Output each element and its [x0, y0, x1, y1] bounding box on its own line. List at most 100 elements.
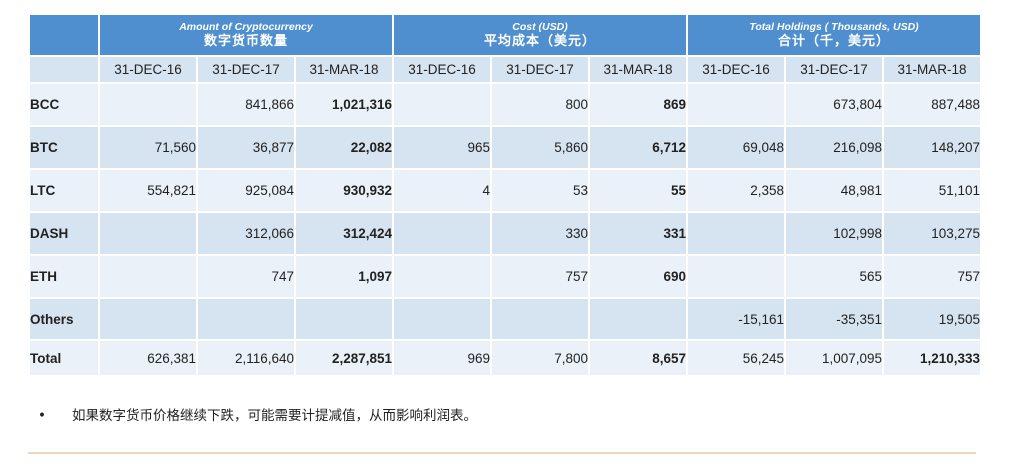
table-cell: 102,998	[786, 213, 882, 254]
table-cell: 2,287,851	[296, 341, 392, 375]
group-header-en: Amount of Cryptocurrency	[179, 20, 313, 33]
table-cell: 331	[590, 213, 686, 254]
group-header-cost: Cost (USD) 平均成本（美元）	[394, 15, 686, 55]
table-cell: 7,800	[492, 341, 588, 375]
table-cell: 2,116,640	[198, 341, 294, 375]
date-header: 31-MAR-18	[296, 57, 392, 82]
row-label: ETH	[30, 256, 98, 297]
row-label: Total	[30, 341, 98, 375]
table-cell: 690	[590, 256, 686, 297]
table-cell	[492, 299, 588, 339]
table-cell	[394, 84, 490, 125]
table-cell	[590, 299, 686, 339]
table-cell: 673,804	[786, 84, 882, 125]
date-header-row: 31-DEC-16 31-DEC-17 31-MAR-18 31-DEC-16 …	[30, 57, 980, 82]
table-cell	[100, 213, 196, 254]
table-cell: 56,245	[688, 341, 784, 375]
table-cell	[394, 213, 490, 254]
group-header-en: Total Holdings ( Thousands, USD)	[749, 20, 919, 33]
table-cell: 1,007,095	[786, 341, 882, 375]
date-header: 31-DEC-17	[786, 57, 882, 82]
row-label: LTC	[30, 170, 98, 211]
table-cell: -15,161	[688, 299, 784, 339]
date-header: 31-DEC-17	[492, 57, 588, 82]
table-cell: -35,351	[786, 299, 882, 339]
table-cell: 330	[492, 213, 588, 254]
table-cell: 869	[590, 84, 686, 125]
table-row-ltc: LTC 554,821 925,084 930,932 4 53 55 2,35…	[30, 170, 980, 211]
note-text: 如果数字货币价格继续下跌，可能需要计提减值，从而影响利润表。	[72, 408, 477, 424]
date-header: 31-MAR-18	[884, 57, 980, 82]
table-cell	[198, 299, 294, 339]
table-cell: 48,981	[786, 170, 882, 211]
table-cell: 19,505	[884, 299, 980, 339]
header-corner-cell	[30, 15, 98, 55]
table-cell	[688, 84, 784, 125]
date-header: 31-DEC-17	[198, 57, 294, 82]
table-row-btc: BTC 71,560 36,877 22,082 965 5,860 6,712…	[30, 127, 980, 168]
row-label: BCC	[30, 84, 98, 125]
table-cell	[394, 256, 490, 297]
table-cell: 5,860	[492, 127, 588, 168]
table-cell: 71,560	[100, 127, 196, 168]
table-cell	[100, 256, 196, 297]
row-label: DASH	[30, 213, 98, 254]
row-label: Others	[30, 299, 98, 339]
table-cell: 216,098	[786, 127, 882, 168]
group-header-holdings: Total Holdings ( Thousands, USD) 合计（千，美元…	[688, 15, 980, 55]
table-cell: 312,066	[198, 213, 294, 254]
table-cell: 965	[394, 127, 490, 168]
table-cell: 800	[492, 84, 588, 125]
table-cell: 312,424	[296, 213, 392, 254]
table-cell: 757	[492, 256, 588, 297]
footer-divider	[28, 452, 976, 454]
table-cell: 930,932	[296, 170, 392, 211]
table-cell: 1,210,333	[884, 341, 980, 375]
table-cell: 565	[786, 256, 882, 297]
table-cell	[100, 84, 196, 125]
table-cell: 22,082	[296, 127, 392, 168]
date-header: 31-DEC-16	[100, 57, 196, 82]
table-cell: 51,101	[884, 170, 980, 211]
date-corner-cell	[30, 57, 98, 82]
table-cell: 103,275	[884, 213, 980, 254]
table-row-dash: DASH 312,066 312,424 330 331 102,998 103…	[30, 213, 980, 254]
table-cell: 626,381	[100, 341, 196, 375]
date-header: 31-DEC-16	[394, 57, 490, 82]
row-label: BTC	[30, 127, 98, 168]
table-row-total: Total 626,381 2,116,640 2,287,851 969 7,…	[30, 341, 980, 375]
table-cell: 4	[394, 170, 490, 211]
table-cell: 969	[394, 341, 490, 375]
table-cell: 148,207	[884, 127, 980, 168]
table-cell: 1,021,316	[296, 84, 392, 125]
table-row-eth: ETH 747 1,097 757 690 565 757	[30, 256, 980, 297]
group-header-row: Amount of Cryptocurrency 数字货币数量 Cost (US…	[30, 15, 980, 55]
table-cell: 53	[492, 170, 588, 211]
table-cell	[688, 213, 784, 254]
table-cell: 747	[198, 256, 294, 297]
table-row-bcc: BCC 841,866 1,021,316 800 869 673,804 88…	[30, 84, 980, 125]
table-row-others: Others -15,161 -35,351 19,505	[30, 299, 980, 339]
table-cell: 69,048	[688, 127, 784, 168]
table-cell: 554,821	[100, 170, 196, 211]
table-cell: 36,877	[198, 127, 294, 168]
table-cell: 8,657	[590, 341, 686, 375]
crypto-holdings-table: Amount of Cryptocurrency 数字货币数量 Cost (US…	[28, 13, 982, 377]
table-cell: 887,488	[884, 84, 980, 125]
group-header-zh: 数字货币数量	[203, 33, 288, 49]
table-cell: 925,084	[198, 170, 294, 211]
table-cell: 841,866	[198, 84, 294, 125]
table-cell	[296, 299, 392, 339]
date-header: 31-MAR-18	[590, 57, 686, 82]
table-cell	[100, 299, 196, 339]
date-header: 31-DEC-16	[688, 57, 784, 82]
group-header-en: Cost (USD)	[512, 20, 568, 33]
impairment-note: • 如果数字货币价格继续下跌，可能需要计提减值，从而影响利润表。	[38, 404, 477, 424]
group-header-zh: 平均成本（美元）	[483, 33, 596, 49]
table-cell	[688, 256, 784, 297]
group-header-zh: 合计（千，美元）	[777, 33, 890, 49]
table-cell: 55	[590, 170, 686, 211]
table-cell: 2,358	[688, 170, 784, 211]
table-cell: 6,712	[590, 127, 686, 168]
table-cell	[394, 299, 490, 339]
